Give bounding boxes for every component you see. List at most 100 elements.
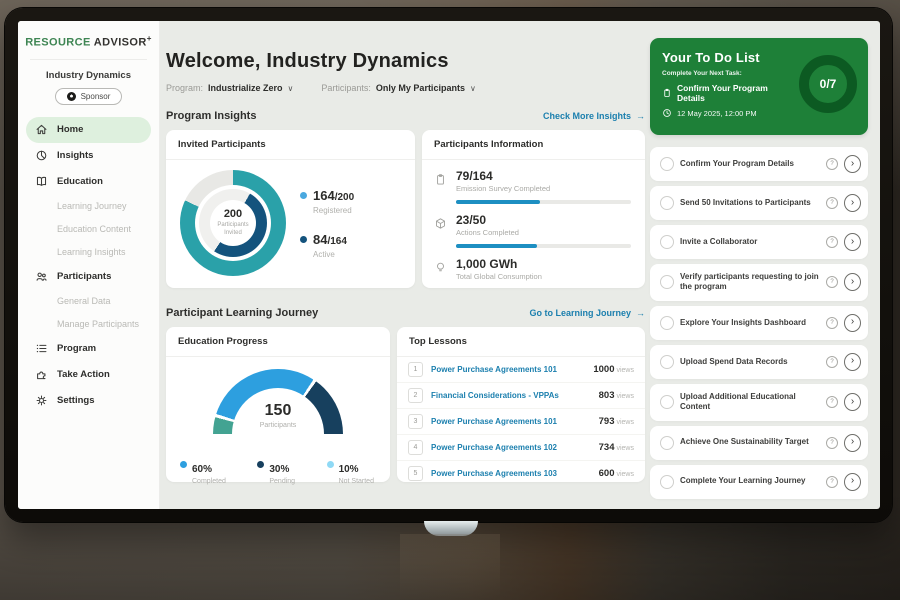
- task-chevron-button[interactable]: ›: [844, 194, 861, 212]
- task-info-icon[interactable]: ?: [826, 396, 838, 409]
- clock-icon: [663, 109, 671, 117]
- insights-icon: [36, 150, 47, 161]
- brand-secondary: ADVISOR: [93, 36, 147, 49]
- lesson-rank-badge: 2: [408, 388, 423, 403]
- chevron-down-icon: ∨: [287, 83, 294, 93]
- filter-bar: Program: Industrialize Zero ∨ Participan…: [166, 83, 645, 93]
- task-checkbox[interactable]: [660, 395, 674, 410]
- lesson-row: 4 Power Purchase Agreements 102 734 views: [397, 435, 645, 461]
- task-explore-insights[interactable]: Explore Your Insights Dashboard ? ›: [650, 305, 868, 340]
- task-complete-learning-journey[interactable]: Complete Your Learning Journey ? ›: [650, 464, 868, 499]
- stat-global-consumption: 1,000 GWh Total Global Consumption: [422, 248, 645, 281]
- task-info-icon[interactable]: ?: [826, 355, 838, 368]
- sidebar: RESOURCE ADVISOR+ Industry Dynamics Spon…: [18, 21, 160, 509]
- sidebar-item-participants[interactable]: Participants: [26, 264, 151, 290]
- lesson-row: 2 Financial Considerations - VPPAs 803 vi…: [397, 383, 645, 409]
- invited-participants-card: Invited Participants 200 Participants In…: [166, 130, 415, 288]
- task-info-icon[interactable]: ?: [826, 316, 838, 329]
- task-info-icon[interactable]: ?: [826, 197, 838, 209]
- task-info-icon[interactable]: ?: [826, 236, 838, 248]
- task-info-icon[interactable]: ?: [826, 276, 838, 289]
- task-info-icon[interactable]: ?: [826, 436, 838, 449]
- sidebar-item-insights[interactable]: Insights: [26, 143, 151, 169]
- task-upload-educational-content[interactable]: Upload Additional Educational Content ? …: [650, 383, 868, 421]
- sidebar-item-education-content[interactable]: Education Content: [57, 224, 132, 235]
- task-chevron-button[interactable]: ›: [844, 472, 861, 491]
- task-chevron-button[interactable]: ›: [844, 433, 861, 452]
- legend-dot: [257, 461, 265, 468]
- sponsor-badge: Sponsor: [54, 87, 123, 105]
- lesson-rank-badge: 4: [408, 440, 423, 455]
- todo-task-list: Confirm Your Program Details ? › Send 50…: [650, 147, 868, 499]
- donut-center-label: 200 Participants Invited: [217, 208, 249, 236]
- sponsor-icon: [66, 91, 76, 101]
- survey-clipboard-icon: [437, 174, 444, 185]
- brand-logo: RESOURCE ADVISOR+: [25, 34, 152, 49]
- card-title: Participants Information: [422, 130, 645, 160]
- gauge-center-label: 150 Participants: [259, 402, 297, 429]
- gauge-legend: 60% Completed 30% Pending 10% Not Starte…: [166, 449, 390, 485]
- chevron-up-icon: ∧: [787, 508, 794, 509]
- page-title: Welcome, Industry Dynamics: [166, 50, 449, 72]
- task-checkbox[interactable]: [660, 275, 674, 290]
- go-to-learning-journey-link[interactable]: Go to Learning Journey →: [529, 308, 645, 318]
- task-chevron-button[interactable]: ›: [844, 155, 861, 173]
- task-chevron-button[interactable]: ›: [844, 393, 861, 412]
- task-chevron-button[interactable]: ›: [844, 313, 861, 332]
- dashboard-screen: RESOURCE ADVISOR+ Industry Dynamics Spon…: [18, 21, 880, 509]
- sidebar-item-learning-insights[interactable]: Learning Insights: [57, 247, 126, 258]
- task-checkbox[interactable]: [660, 157, 674, 171]
- lesson-row: 5 Power Purchase Agreements 103 600 views: [397, 461, 645, 486]
- lesson-link[interactable]: Financial Considerations - VPPAs: [431, 391, 559, 400]
- task-checkbox[interactable]: [660, 315, 674, 330]
- sidebar-nav: Home Insights Education Learning Journey…: [18, 105, 159, 414]
- stat-actions-completed: 23/50 Actions Completed: [422, 204, 645, 248]
- task-verify-participants[interactable]: Verify participants requesting to join t…: [650, 264, 868, 301]
- legend-dot: [300, 192, 307, 199]
- task-upload-spend-data[interactable]: Upload Spend Data Records ? ›: [650, 344, 868, 379]
- lesson-link[interactable]: Power Purchase Agreements 101: [431, 365, 557, 374]
- todo-panel: Your To Do List Complete Your Next Task:…: [650, 21, 868, 509]
- task-send-invitations[interactable]: Send 50 Invitations to Participants ? ›: [650, 186, 868, 220]
- divider: [30, 58, 147, 60]
- sidebar-item-education[interactable]: Education: [26, 169, 151, 195]
- task-achieve-sustainability-target[interactable]: Achieve One Sustainability Target ? ›: [650, 425, 868, 460]
- task-checkbox[interactable]: [660, 474, 674, 489]
- legend-item-not-started: 10% Not Started: [326, 459, 374, 485]
- task-confirm-program-details[interactable]: Confirm Your Program Details ? ›: [650, 147, 868, 181]
- legend-dot: [180, 461, 187, 468]
- progress-bar: [456, 200, 631, 204]
- sidebar-item-take-action[interactable]: Take Action: [26, 362, 151, 388]
- sidebar-item-learning-journey[interactable]: Learning Journey: [57, 201, 127, 212]
- lesson-rank-badge: 5: [408, 466, 423, 481]
- sidebar-item-home[interactable]: Home: [26, 116, 151, 143]
- lesson-link[interactable]: Power Purchase Agreements 101: [431, 417, 557, 426]
- main-content: Welcome, Industry Dynamics Program: Indu…: [166, 21, 645, 509]
- task-info-icon[interactable]: ?: [826, 475, 838, 488]
- participants-filter[interactable]: Participants: Only My Participants ∨: [321, 83, 476, 93]
- check-more-insights-link[interactable]: Check More Insights →: [542, 111, 645, 121]
- task-checkbox[interactable]: [660, 235, 674, 249]
- task-chevron-button[interactable]: ›: [844, 233, 861, 251]
- lesson-link[interactable]: Power Purchase Agreements 103: [431, 469, 557, 478]
- collapse-tasks-link[interactable]: Collapse Tasks ∧: [650, 508, 868, 509]
- sidebar-item-program[interactable]: Program: [26, 336, 151, 362]
- card-title: Top Lessons: [397, 327, 645, 357]
- lesson-link[interactable]: Power Purchase Agreements 102: [431, 443, 557, 452]
- task-checkbox[interactable]: [660, 435, 674, 450]
- legend-item-completed: 60% Completed: [180, 459, 226, 485]
- task-invite-collaborator[interactable]: Invite a Collaborator ? ›: [650, 225, 868, 259]
- monitor-bezel: RESOURCE ADVISOR+ Industry Dynamics Spon…: [5, 8, 892, 522]
- sidebar-item-settings[interactable]: Settings: [26, 388, 151, 414]
- task-chevron-button[interactable]: ›: [844, 352, 861, 371]
- clipboard-icon: [664, 88, 670, 97]
- task-checkbox[interactable]: [660, 196, 674, 210]
- task-checkbox[interactable]: [660, 354, 674, 369]
- task-info-icon[interactable]: ?: [826, 158, 838, 170]
- sidebar-item-general-data[interactable]: General Data: [57, 296, 111, 307]
- program-filter[interactable]: Program: Industrialize Zero ∨: [166, 83, 294, 93]
- task-chevron-button[interactable]: ›: [844, 273, 861, 292]
- brand-primary: RESOURCE: [25, 36, 91, 49]
- lesson-row: 3 Power Purchase Agreements 101 793 views: [397, 409, 645, 435]
- sidebar-item-manage-participants[interactable]: Manage Participants: [57, 319, 140, 330]
